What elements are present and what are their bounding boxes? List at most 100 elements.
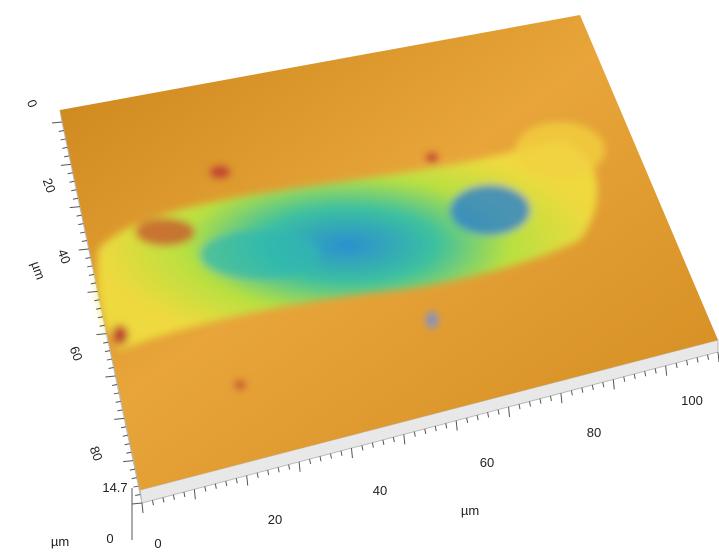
z-tick-label: 14.7 — [102, 480, 127, 495]
x-tick-label: 60 — [480, 455, 494, 470]
tick-mark — [70, 207, 80, 208]
tick-mark — [107, 359, 112, 360]
tick-mark — [425, 429, 426, 434]
tick-mark — [117, 410, 122, 411]
tick-mark — [114, 393, 119, 394]
x-tick-label: 20 — [268, 512, 282, 527]
tick-mark — [73, 198, 78, 199]
z-axis-unit: µm — [51, 534, 69, 549]
tick-mark — [69, 181, 74, 182]
tick-mark — [341, 451, 342, 456]
tick-mark — [226, 481, 227, 486]
tick-mark — [88, 291, 98, 292]
x-tick-label: 100 — [681, 393, 703, 408]
tick-mark — [613, 379, 614, 389]
tick-mark — [310, 459, 311, 464]
y-tick-label: 20 — [40, 176, 59, 195]
z-tick-label: 0 — [106, 531, 113, 546]
y-tick-label: 0 — [24, 97, 41, 109]
tick-mark — [289, 465, 290, 470]
tick-mark — [624, 377, 625, 382]
tick-mark — [634, 374, 635, 379]
tick-mark — [414, 432, 415, 437]
tick-mark — [320, 456, 321, 461]
tick-mark — [488, 412, 489, 417]
tick-mark — [61, 164, 71, 165]
tick-mark — [278, 467, 279, 472]
tick-mark — [126, 452, 131, 453]
tick-mark — [85, 257, 90, 258]
tick-mark — [362, 445, 363, 450]
tick-mark — [435, 426, 436, 431]
tick-mark — [123, 435, 128, 436]
tick-mark — [603, 382, 604, 387]
tick-mark — [498, 410, 499, 415]
tick-mark — [133, 486, 138, 487]
tick-mark — [94, 300, 99, 301]
surface-view: 0 20 40 60 80 µm 0 20 40 60 80 100 µm 14… — [0, 0, 719, 554]
tick-mark — [655, 368, 656, 373]
tick-mark — [351, 448, 352, 458]
tick-mark — [582, 388, 583, 393]
tick-mark — [100, 325, 105, 326]
tick-mark — [666, 366, 667, 376]
tick-mark — [152, 500, 153, 505]
tick-mark — [393, 437, 394, 442]
tick-mark — [456, 421, 457, 431]
tick-mark — [215, 484, 216, 489]
tick-mark — [52, 122, 62, 123]
tick-mark — [135, 495, 140, 496]
tick-mark — [676, 363, 677, 368]
tick-mark — [64, 156, 69, 157]
tick-mark — [98, 317, 103, 318]
tick-mark — [87, 266, 92, 267]
tick-mark — [299, 462, 300, 472]
tick-mark — [446, 423, 447, 428]
tick-mark — [80, 232, 85, 233]
tick-mark — [205, 487, 206, 492]
tick-mark — [132, 503, 142, 504]
tick-mark — [331, 454, 332, 459]
x-tick-label: 80 — [587, 425, 601, 440]
tick-mark — [550, 396, 551, 401]
tick-mark — [114, 418, 124, 419]
tick-mark — [184, 492, 185, 497]
tick-mark — [561, 393, 562, 403]
x-axis-unit: µm — [461, 503, 479, 518]
tick-mark — [130, 469, 135, 470]
tick-mark — [163, 498, 164, 503]
tick-mark — [105, 376, 115, 377]
tick-mark — [571, 390, 572, 395]
tick-mark — [103, 342, 108, 343]
tick-mark — [89, 274, 94, 275]
tick-mark — [142, 503, 143, 513]
tick-mark — [116, 401, 121, 402]
tick-mark — [68, 173, 73, 174]
tick-mark — [77, 215, 82, 216]
tick-mark — [59, 130, 64, 131]
tick-mark — [268, 470, 269, 475]
tick-mark — [79, 249, 89, 250]
tick-mark — [71, 190, 76, 191]
y-tick-label: 40 — [55, 247, 74, 266]
z-axis-labels: 14.7 0 µm — [51, 480, 132, 549]
tick-mark — [509, 407, 510, 417]
tick-mark — [645, 371, 646, 376]
y-axis-unit: µm — [28, 259, 48, 281]
tick-mark — [123, 461, 133, 462]
x-tick-label: 40 — [373, 483, 387, 498]
tick-mark — [91, 283, 96, 284]
tick-mark — [247, 476, 248, 486]
x-tick-label: 0 — [154, 536, 161, 551]
tick-mark — [96, 334, 106, 335]
y-tick-label: 80 — [87, 444, 106, 463]
tick-mark — [477, 415, 478, 420]
tick-mark — [112, 384, 117, 385]
tick-mark — [529, 401, 530, 406]
tick-mark — [519, 404, 520, 409]
tick-mark — [132, 478, 137, 479]
tick-mark — [372, 443, 373, 448]
tick-mark — [697, 357, 698, 362]
tick-mark — [383, 440, 384, 445]
tick-mark — [173, 495, 174, 500]
